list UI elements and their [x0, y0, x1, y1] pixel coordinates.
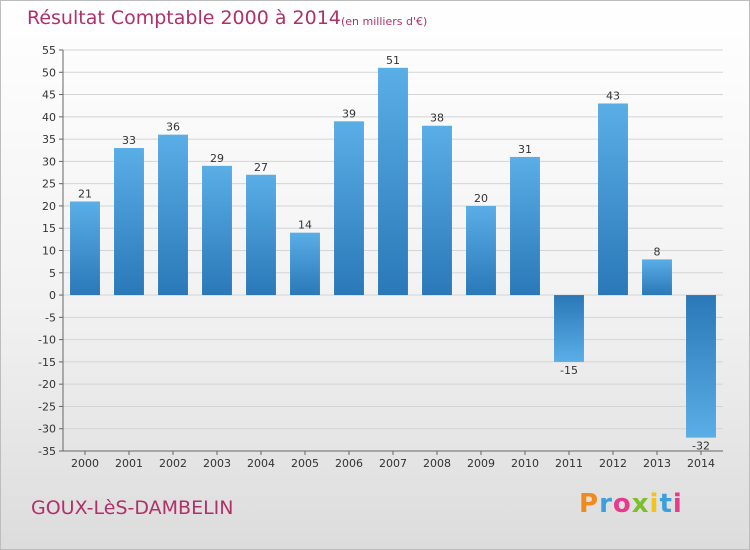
bar-2001 [114, 148, 144, 296]
y-tick-label: 10 [42, 245, 56, 258]
y-tick-label: 25 [42, 178, 56, 191]
data-label-2012: 43 [606, 89, 620, 102]
bar-2004 [246, 174, 276, 296]
y-tick-label: 5 [49, 267, 56, 280]
x-tick-label: 2005 [291, 457, 319, 470]
data-label-2000: 21 [78, 187, 92, 200]
data-label-2007: 51 [386, 54, 400, 67]
bar-2010 [510, 156, 540, 296]
x-tick-label: 2007 [379, 457, 407, 470]
data-label-2006: 39 [342, 107, 356, 120]
data-label-2011: -15 [560, 364, 578, 377]
y-tick-label: 35 [42, 133, 56, 146]
x-axis: 2000 2001 2002 2003 2004 2005 2006 2007 2008 2009… [71, 451, 715, 470]
data-label-2009: 20 [474, 192, 488, 205]
bar-2005 [290, 232, 320, 296]
bar-2003 [202, 165, 232, 296]
data-label-2002: 36 [166, 121, 180, 134]
proxiti-logo: Proxiti [579, 489, 683, 519]
x-tick-label: 2014 [687, 457, 715, 470]
x-tick-label: 2004 [247, 457, 275, 470]
chart-title: Résultat Comptable 2000 à 2014 [27, 7, 341, 29]
bars [70, 67, 716, 438]
data-label-2005: 14 [298, 219, 312, 232]
data-label-2010: 31 [518, 143, 532, 156]
y-tick-label: -25 [38, 400, 56, 413]
bar-2011 [554, 295, 584, 362]
x-tick-label: 2013 [643, 457, 671, 470]
x-tick-label: 2012 [599, 457, 627, 470]
data-label-2003: 29 [210, 152, 224, 165]
y-tick-label: 15 [42, 222, 56, 235]
bar-2002 [158, 134, 188, 296]
x-tick-label: 2009 [467, 457, 495, 470]
x-tick-label: 2008 [423, 457, 451, 470]
bar-2009 [466, 205, 496, 296]
y-tick-label: 40 [42, 111, 56, 124]
y-tick-label: 50 [42, 66, 56, 79]
data-label-2014: -32 [692, 440, 710, 453]
x-tick-label: 2002 [159, 457, 187, 470]
x-tick-label: 2006 [335, 457, 363, 470]
y-tick-label: 55 [42, 44, 56, 57]
data-label-2001: 33 [122, 134, 136, 147]
y-tick-label: -5 [45, 311, 56, 324]
x-tick-label: 2000 [71, 457, 99, 470]
x-tick-label: 2001 [115, 457, 143, 470]
bar-2006 [334, 121, 364, 296]
y-tick-label: 20 [42, 200, 56, 213]
y-tick-label: 45 [42, 89, 56, 102]
y-tick-label: 30 [42, 155, 56, 168]
y-tick-label: 0 [49, 289, 56, 302]
x-tick-label: 2011 [555, 457, 583, 470]
bar-2008 [422, 125, 452, 296]
y-tick-label: -20 [38, 378, 56, 391]
y-tick-label: -35 [38, 445, 56, 458]
bar-2007 [378, 67, 408, 296]
bar-2013 [642, 259, 672, 296]
bar-2012 [598, 103, 628, 296]
x-tick-label: 2010 [511, 457, 539, 470]
bar-2000 [70, 201, 100, 296]
y-tick-label: -30 [38, 423, 56, 436]
chart-unit: (en milliers d'€) [341, 15, 428, 28]
data-label-2004: 27 [254, 161, 268, 174]
x-tick-label: 2003 [203, 457, 231, 470]
data-labels: 21 33 36 29 27 14 39 51 38 20 31 -15 43 8 -32 [78, 54, 710, 453]
commune-name: GOUX-LèS-DAMBELIN [31, 497, 234, 519]
y-tick-label: -15 [38, 356, 56, 369]
y-tick-label: -10 [38, 334, 56, 347]
data-label-2013: 8 [654, 245, 661, 258]
data-label-2008: 38 [430, 112, 444, 125]
bar-2014 [686, 295, 716, 438]
